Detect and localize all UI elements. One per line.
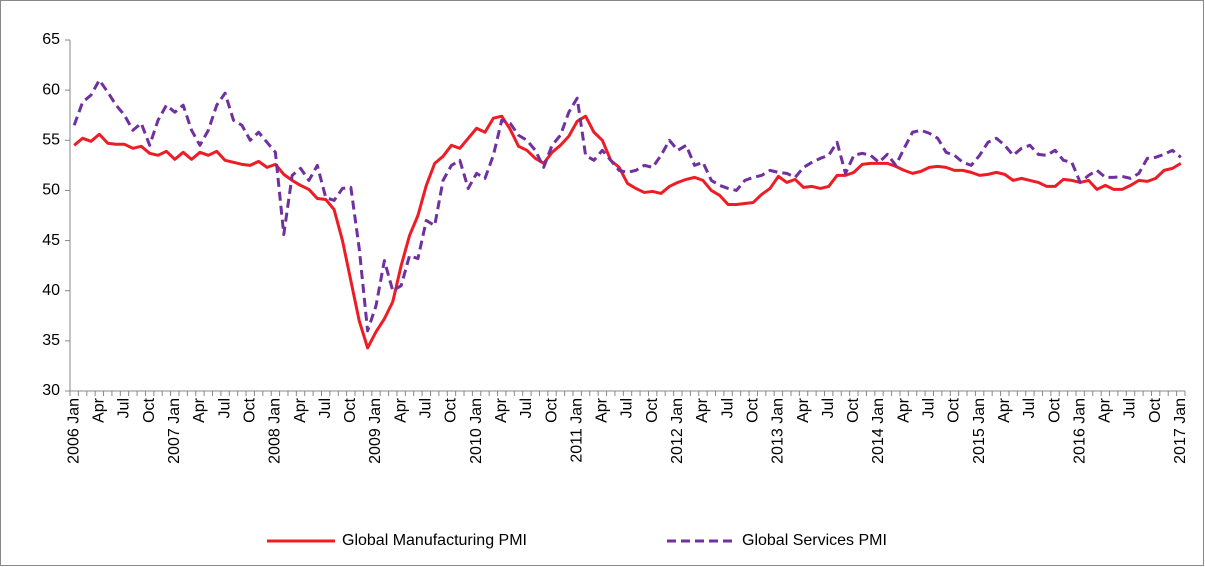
x-tick-label: Jul bbox=[619, 398, 636, 418]
x-tick-label: Apr bbox=[694, 397, 711, 423]
x-tick-label: 2010 Jan bbox=[468, 398, 485, 464]
x-tick-label: Jul bbox=[820, 398, 837, 418]
legend-label: Global Manufacturing PMI bbox=[342, 532, 527, 549]
x-tick-label: Oct bbox=[141, 397, 158, 422]
y-tick-label: 50 bbox=[42, 182, 60, 199]
x-tick-label: Apr bbox=[493, 397, 510, 423]
y-tick-label: 35 bbox=[42, 332, 60, 349]
x-tick-label: Oct bbox=[342, 397, 359, 422]
x-tick-label: Apr bbox=[392, 397, 409, 423]
x-tick-label: Oct bbox=[1147, 397, 1164, 422]
x-tick-label: Apr bbox=[292, 397, 309, 423]
x-tick-label: Oct bbox=[543, 397, 560, 422]
y-tick-label: 40 bbox=[42, 282, 60, 299]
x-tick-label: Apr bbox=[91, 397, 108, 423]
x-tick-label: Oct bbox=[644, 397, 661, 422]
x-tick-label: 2009 Jan bbox=[367, 398, 384, 464]
x-tick-label: 2006 Jan bbox=[65, 398, 82, 464]
x-tick-label: Jul bbox=[1021, 398, 1038, 418]
x-tick-label: Apr bbox=[895, 397, 912, 423]
x-tick-label: Apr bbox=[1097, 397, 1114, 423]
y-tick-label: 60 bbox=[42, 81, 60, 98]
x-tick-label: 2015 Jan bbox=[971, 398, 988, 464]
x-tick-label: Jul bbox=[518, 398, 535, 418]
y-tick-label: 30 bbox=[42, 382, 60, 399]
x-tick-label: 2012 Jan bbox=[669, 398, 686, 464]
series-line bbox=[73, 114, 1182, 350]
y-tick-label: 45 bbox=[42, 232, 60, 249]
x-tick-label: 2017 Jan bbox=[1172, 398, 1189, 464]
y-tick-label: 65 bbox=[42, 31, 60, 48]
series-line bbox=[72, 78, 1182, 333]
x-tick-label: Jul bbox=[921, 398, 938, 418]
y-tick-label: 55 bbox=[42, 132, 60, 149]
x-tick-label: 2007 Jan bbox=[166, 398, 183, 464]
x-tick-label: Oct bbox=[1046, 397, 1063, 422]
x-tick-label: Jul bbox=[216, 398, 233, 418]
x-tick-label: Oct bbox=[241, 397, 258, 422]
x-tick-label: 2013 Jan bbox=[770, 398, 787, 464]
x-tick-label: 2008 Jan bbox=[267, 398, 284, 464]
x-tick-label: 2014 Jan bbox=[870, 398, 887, 464]
x-tick-label: Apr bbox=[996, 397, 1013, 423]
x-tick-label: Apr bbox=[795, 397, 812, 423]
x-tick-label: Apr bbox=[594, 397, 611, 423]
x-tick-label: Jul bbox=[1122, 398, 1139, 418]
x-tick-label: Oct bbox=[845, 397, 862, 422]
x-tick-label: 2016 Jan bbox=[1071, 398, 1088, 464]
x-tick-label: Oct bbox=[744, 397, 761, 422]
x-tick-label: Jul bbox=[418, 398, 435, 418]
x-tick-label: Jul bbox=[317, 398, 334, 418]
x-tick-label: Oct bbox=[946, 397, 963, 422]
x-tick-label: Apr bbox=[191, 397, 208, 423]
x-tick-label: Oct bbox=[443, 397, 460, 422]
x-tick-label: Jul bbox=[116, 398, 133, 418]
legend-label: Global Services PMI bbox=[742, 532, 887, 549]
x-tick-label: 2011 Jan bbox=[568, 398, 585, 463]
x-tick-label: Jul bbox=[719, 398, 736, 418]
